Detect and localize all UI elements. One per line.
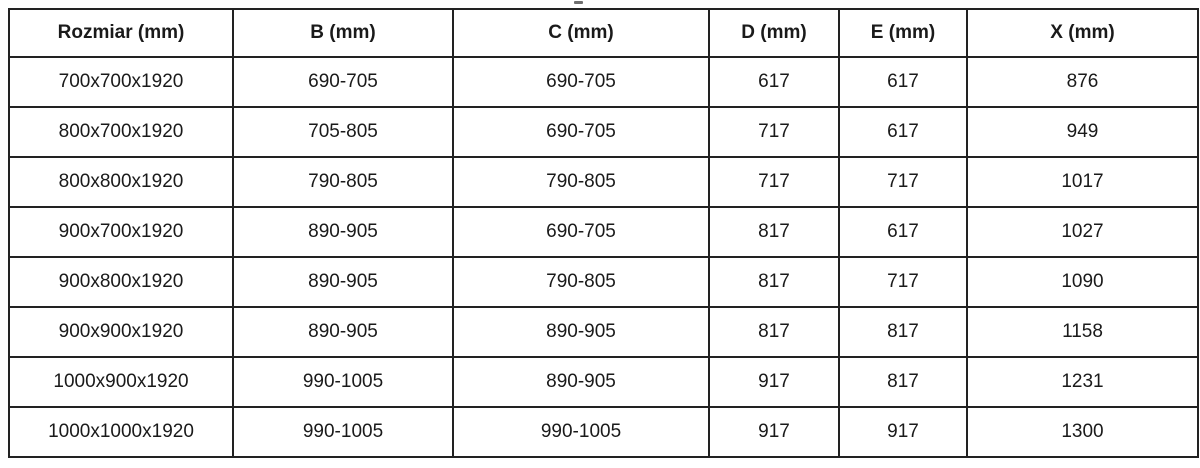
cell-x: 1300 bbox=[966, 406, 1199, 458]
column-header-c: C (mm) bbox=[452, 8, 710, 58]
table-row: 1000x1000x1920 990-1005 990-1005 917 917… bbox=[8, 406, 1199, 458]
cell-rozmiar: 800x800x1920 bbox=[8, 156, 234, 208]
cell-e: 717 bbox=[838, 256, 968, 308]
cell-rozmiar: 1000x1000x1920 bbox=[8, 406, 234, 458]
table-row: 900x700x1920 890-905 690-705 817 617 102… bbox=[8, 206, 1199, 258]
table-body: 700x700x1920 690-705 690-705 617 617 876… bbox=[8, 56, 1199, 458]
column-header-rozmiar: Rozmiar (mm) bbox=[8, 8, 234, 58]
size-specification-table: Rozmiar (mm) B (mm) C (mm) D (mm) E (mm)… bbox=[8, 8, 1199, 458]
cell-e: 617 bbox=[838, 106, 968, 158]
cell-x: 876 bbox=[966, 56, 1199, 108]
cell-c: 890-905 bbox=[452, 306, 710, 358]
cell-b: 990-1005 bbox=[232, 406, 454, 458]
cell-x: 1090 bbox=[966, 256, 1199, 308]
cell-x: 1027 bbox=[966, 206, 1199, 258]
cell-c: 890-905 bbox=[452, 356, 710, 408]
cell-c: 690-705 bbox=[452, 206, 710, 258]
cell-rozmiar: 900x700x1920 bbox=[8, 206, 234, 258]
column-header-d: D (mm) bbox=[708, 8, 840, 58]
cell-b: 690-705 bbox=[232, 56, 454, 108]
cell-d: 717 bbox=[708, 156, 840, 208]
cell-x: 1158 bbox=[966, 306, 1199, 358]
cell-d: 617 bbox=[708, 56, 840, 108]
column-header-x: X (mm) bbox=[966, 8, 1199, 58]
cell-b: 705-805 bbox=[232, 106, 454, 158]
table-header: Rozmiar (mm) B (mm) C (mm) D (mm) E (mm)… bbox=[8, 8, 1199, 58]
header-row: Rozmiar (mm) B (mm) C (mm) D (mm) E (mm)… bbox=[8, 8, 1199, 58]
cell-d: 817 bbox=[708, 206, 840, 258]
cell-rozmiar: 900x800x1920 bbox=[8, 256, 234, 308]
table-row: 800x700x1920 705-805 690-705 717 617 949 bbox=[8, 106, 1199, 158]
cell-x: 1231 bbox=[966, 356, 1199, 408]
cell-d: 917 bbox=[708, 406, 840, 458]
table-row: 1000x900x1920 990-1005 890-905 917 817 1… bbox=[8, 356, 1199, 408]
cell-c: 790-805 bbox=[452, 156, 710, 208]
table-row: 900x800x1920 890-905 790-805 817 717 109… bbox=[8, 256, 1199, 308]
cell-b: 990-1005 bbox=[232, 356, 454, 408]
cell-e: 817 bbox=[838, 306, 968, 358]
cell-x: 1017 bbox=[966, 156, 1199, 208]
cell-e: 617 bbox=[838, 56, 968, 108]
cell-rozmiar: 900x900x1920 bbox=[8, 306, 234, 358]
cell-rozmiar: 700x700x1920 bbox=[8, 56, 234, 108]
cell-x: 949 bbox=[966, 106, 1199, 158]
column-header-b: B (mm) bbox=[232, 8, 454, 58]
cell-d: 817 bbox=[708, 256, 840, 308]
cell-d: 817 bbox=[708, 306, 840, 358]
cell-b: 890-905 bbox=[232, 306, 454, 358]
cell-d: 917 bbox=[708, 356, 840, 408]
cell-e: 817 bbox=[838, 356, 968, 408]
cell-rozmiar: 1000x900x1920 bbox=[8, 356, 234, 408]
cell-e: 717 bbox=[838, 156, 968, 208]
cell-e: 617 bbox=[838, 206, 968, 258]
table-row: 800x800x1920 790-805 790-805 717 717 101… bbox=[8, 156, 1199, 208]
cell-rozmiar: 800x700x1920 bbox=[8, 106, 234, 158]
cell-c: 790-805 bbox=[452, 256, 710, 308]
cell-c: 990-1005 bbox=[452, 406, 710, 458]
top-edge-artifact-mark bbox=[574, 1, 583, 4]
cell-c: 690-705 bbox=[452, 56, 710, 108]
cell-d: 717 bbox=[708, 106, 840, 158]
cell-c: 690-705 bbox=[452, 106, 710, 158]
table-row: 900x900x1920 890-905 890-905 817 817 115… bbox=[8, 306, 1199, 358]
cell-b: 890-905 bbox=[232, 206, 454, 258]
cell-e: 917 bbox=[838, 406, 968, 458]
column-header-e: E (mm) bbox=[838, 8, 968, 58]
table-row: 700x700x1920 690-705 690-705 617 617 876 bbox=[8, 56, 1199, 108]
cell-b: 890-905 bbox=[232, 256, 454, 308]
cell-b: 790-805 bbox=[232, 156, 454, 208]
